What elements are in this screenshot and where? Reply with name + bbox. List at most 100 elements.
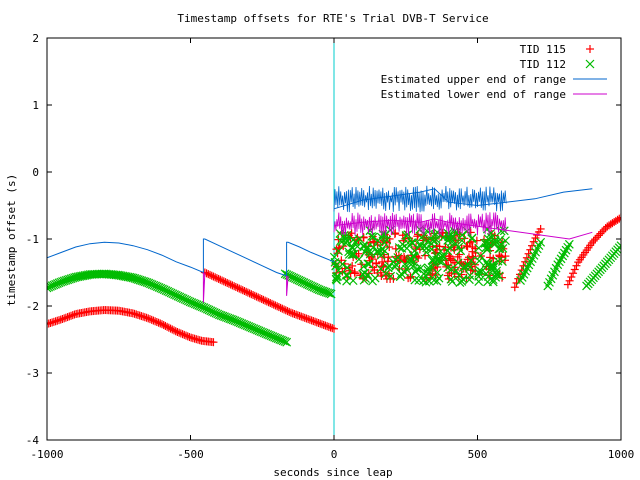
data-point xyxy=(319,320,328,329)
band-point xyxy=(407,238,417,247)
data-point xyxy=(292,310,301,319)
data-point xyxy=(142,313,151,322)
legend-swatch xyxy=(586,45,594,53)
band-point xyxy=(370,265,379,274)
data-point xyxy=(237,285,246,294)
data-point xyxy=(312,318,321,327)
data-point xyxy=(259,295,268,304)
data-point xyxy=(328,324,337,333)
data-point xyxy=(564,239,574,249)
data-point xyxy=(297,312,306,321)
x-tick-label: -500 xyxy=(177,448,204,461)
band-point xyxy=(400,268,410,277)
data-point xyxy=(536,237,546,247)
data-point xyxy=(305,315,314,324)
legend-label: TID 112 xyxy=(520,58,566,71)
band-point xyxy=(410,275,420,285)
data-point xyxy=(243,288,252,297)
data-point xyxy=(524,249,533,258)
band-point xyxy=(483,272,493,282)
data-point xyxy=(510,283,519,292)
data-point xyxy=(529,237,538,246)
data-point xyxy=(512,278,521,287)
data-point xyxy=(598,227,607,236)
data-point xyxy=(302,314,311,323)
band-point xyxy=(349,249,359,259)
x-tick-label: 0 xyxy=(331,448,338,461)
band-point xyxy=(464,275,474,285)
band-line xyxy=(333,185,507,213)
band-point xyxy=(385,243,394,252)
band-point xyxy=(383,263,393,273)
data-point xyxy=(252,292,261,301)
data-point xyxy=(151,317,160,326)
band-point xyxy=(381,269,391,279)
band-point xyxy=(454,270,464,280)
legend-label: TID 115 xyxy=(520,43,566,56)
band-point xyxy=(342,263,352,273)
data-point xyxy=(254,293,263,302)
band-point xyxy=(394,243,404,252)
band-point xyxy=(397,243,407,253)
data-point xyxy=(261,296,270,305)
data-point xyxy=(271,301,280,310)
data-point xyxy=(60,314,69,323)
band-point xyxy=(480,239,490,248)
data-point xyxy=(68,311,77,320)
band-point xyxy=(386,271,396,281)
band-point xyxy=(372,259,381,268)
legend-label: Estimated upper end of range xyxy=(381,73,566,86)
data-point xyxy=(570,265,579,274)
band-point xyxy=(403,238,413,248)
band-point xyxy=(427,263,437,272)
data-point xyxy=(599,225,608,234)
band-point xyxy=(427,244,437,254)
y-tick-label: -4 xyxy=(26,434,40,447)
data-point xyxy=(182,331,191,340)
data-point xyxy=(567,273,576,282)
band-line xyxy=(333,212,507,236)
data-point xyxy=(209,272,218,281)
data-point xyxy=(278,304,287,313)
data-point xyxy=(219,277,228,286)
dense-band xyxy=(329,185,510,287)
data-point xyxy=(323,322,332,331)
data-point xyxy=(230,282,239,291)
data-point xyxy=(281,306,290,315)
x-axis-label: seconds since leap xyxy=(273,466,392,479)
band-point xyxy=(474,271,484,281)
data-point xyxy=(591,235,600,244)
data-point xyxy=(316,319,325,328)
data-point xyxy=(164,323,173,332)
data-point xyxy=(173,327,182,336)
band-point xyxy=(464,253,473,262)
data-point xyxy=(185,333,194,342)
data-point xyxy=(144,314,153,323)
band-point xyxy=(454,242,464,252)
data-point xyxy=(273,302,282,311)
data-point xyxy=(242,287,251,296)
data-point xyxy=(154,318,163,327)
y-axis-label: timestamp offset (s) xyxy=(5,174,18,306)
data-point xyxy=(127,273,136,282)
data-point xyxy=(56,315,65,324)
data-point xyxy=(309,317,318,326)
band-point xyxy=(443,246,453,256)
data-point xyxy=(288,309,297,318)
band-point xyxy=(495,235,505,244)
data-point xyxy=(231,282,240,291)
data-point xyxy=(330,324,338,333)
data-point xyxy=(224,279,233,288)
data-point xyxy=(70,273,80,282)
band-point xyxy=(332,275,342,285)
data-point xyxy=(274,303,283,312)
data-point xyxy=(596,229,605,238)
data-point xyxy=(168,325,177,334)
data-point xyxy=(262,297,271,306)
band-point xyxy=(436,252,446,262)
band-point xyxy=(422,243,432,253)
band-point xyxy=(443,228,453,238)
band-point xyxy=(421,271,431,281)
band-point xyxy=(444,251,453,260)
